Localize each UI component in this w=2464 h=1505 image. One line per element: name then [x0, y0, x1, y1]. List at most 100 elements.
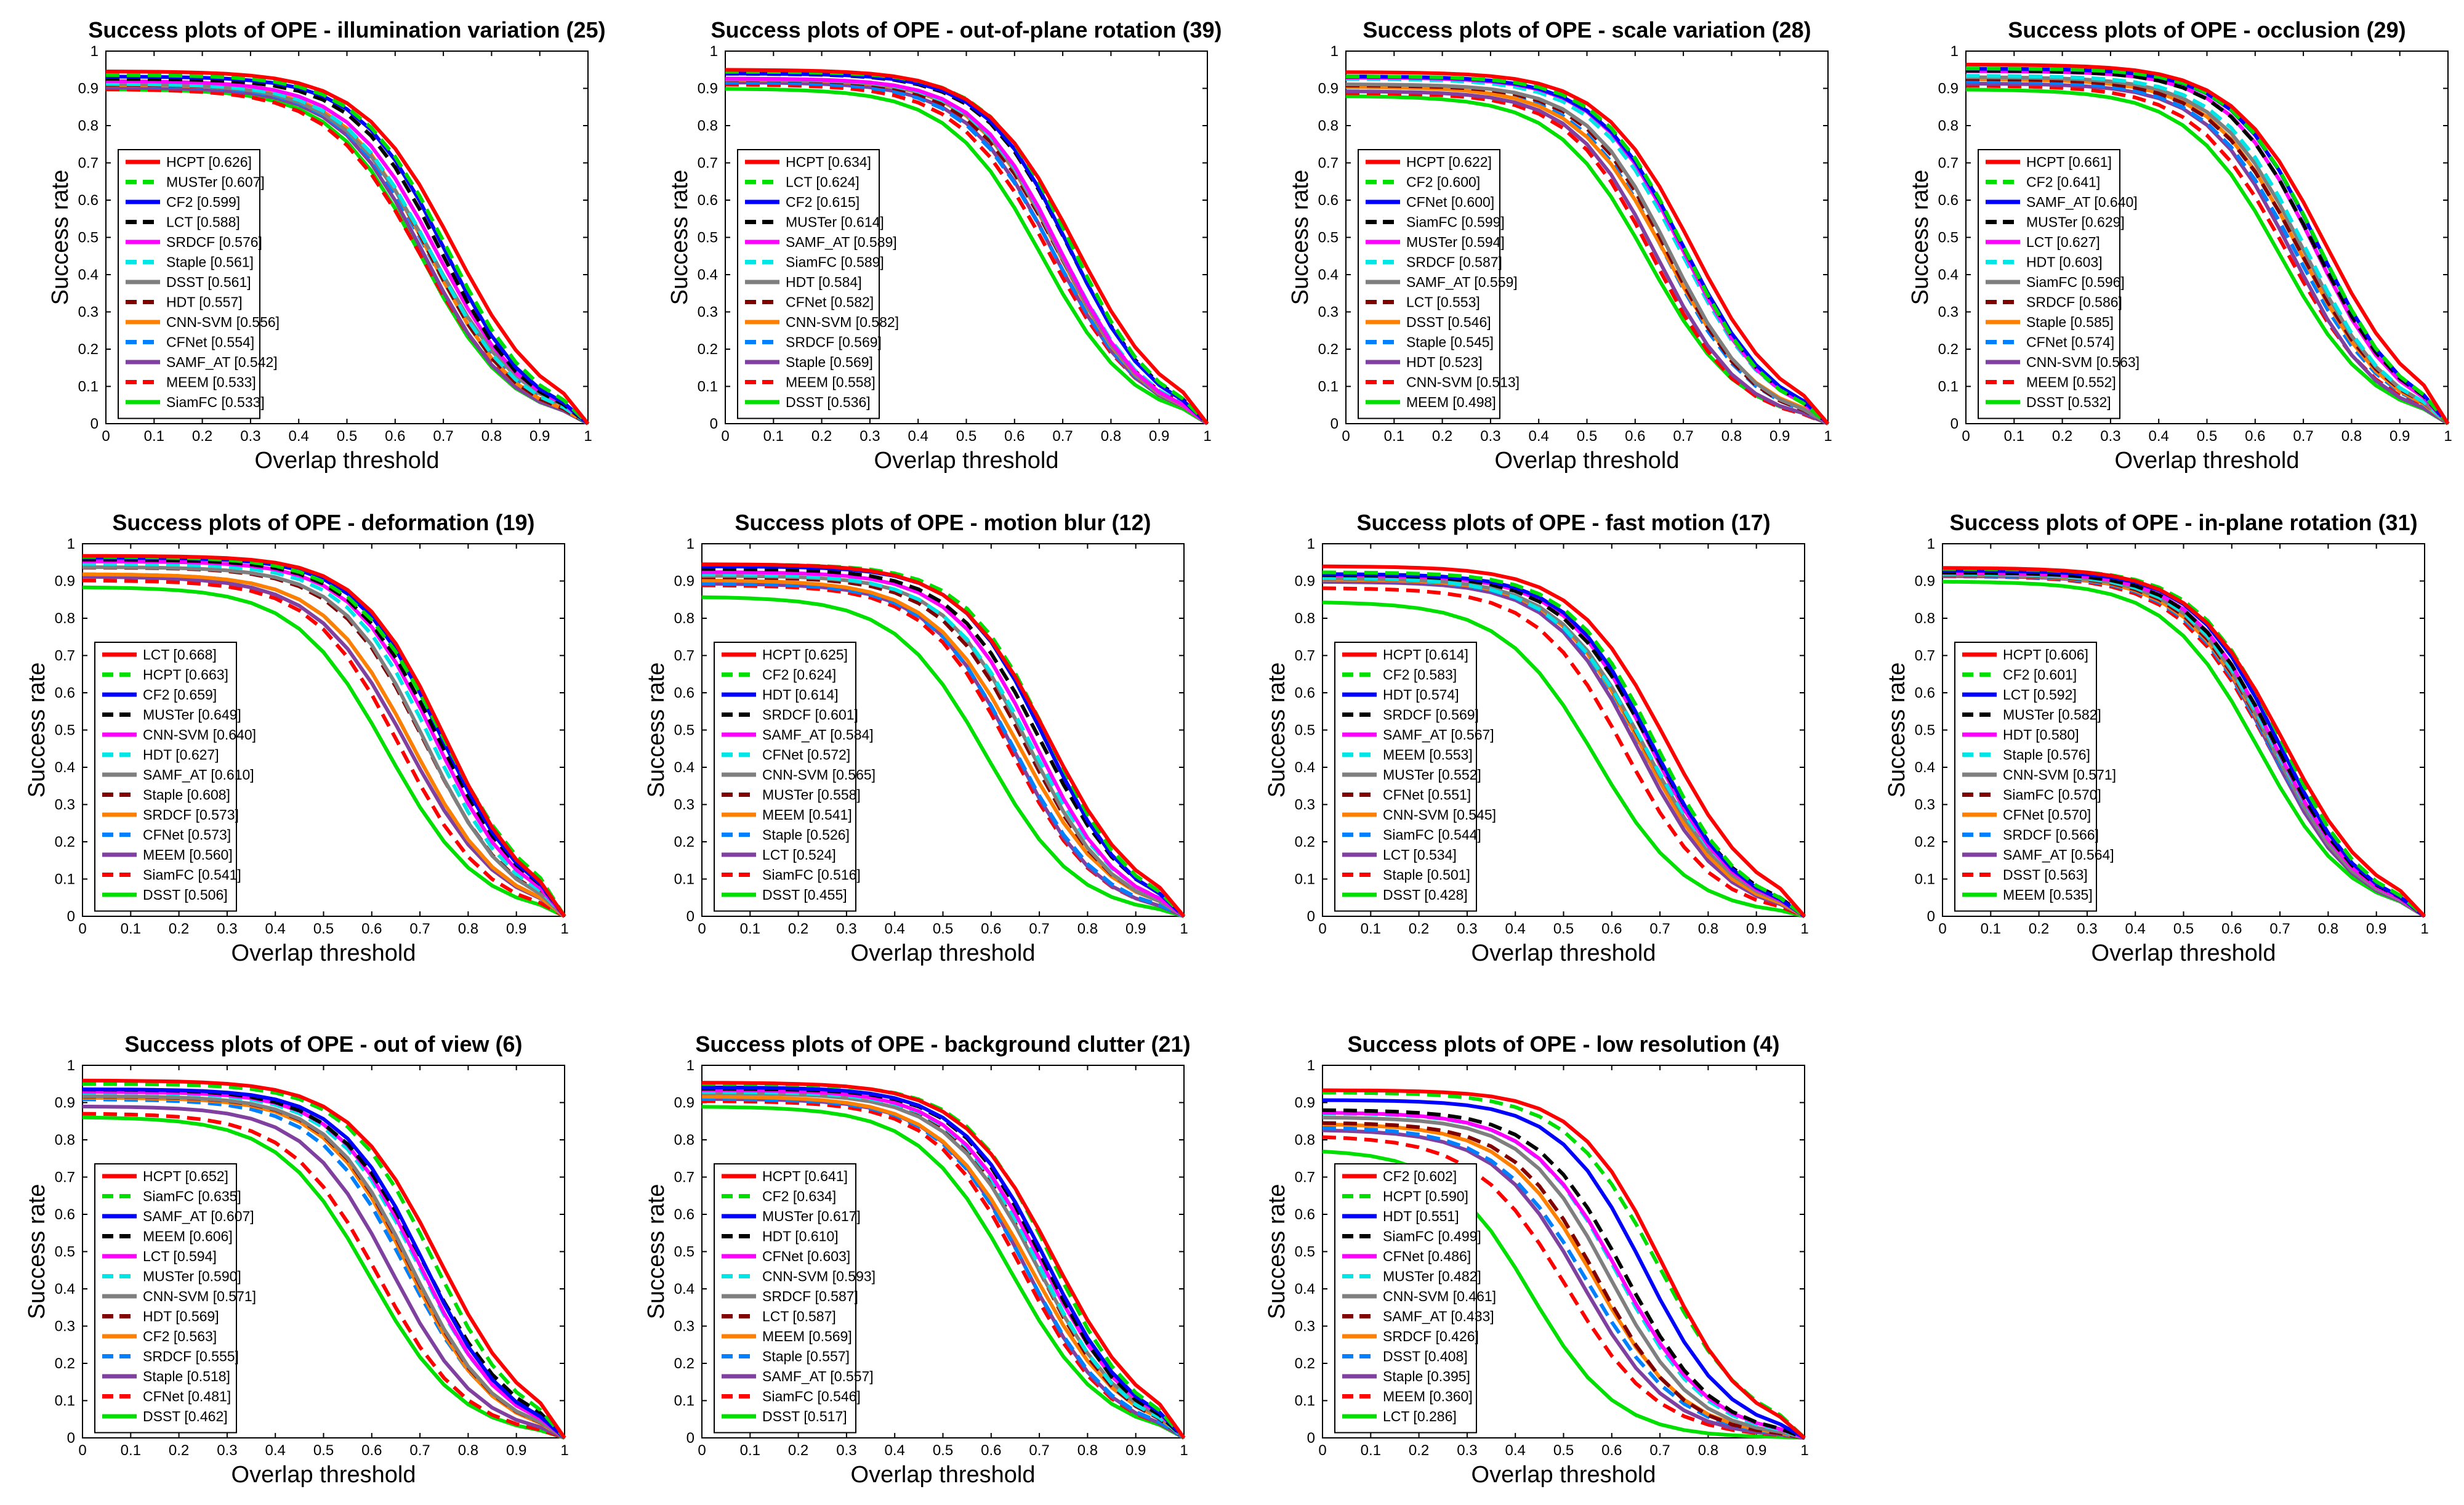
x-tick-label: 0 [1962, 428, 1970, 445]
legend-label: Staple [0.557] [762, 1349, 850, 1365]
x-tick-label: 1 [2444, 428, 2452, 445]
legend-label: CF2 [0.599] [166, 194, 240, 210]
y-tick-label: 1 [1307, 1057, 1315, 1074]
legend-label: MEEM [0.360] [1383, 1389, 1473, 1405]
x-tick-label: 0.6 [1625, 428, 1645, 445]
legend-label: DSST [0.546] [1406, 314, 1491, 330]
legend-label: SiamFC [0.499] [1383, 1229, 1481, 1245]
y-tick-label: 0.5 [1295, 1244, 1315, 1261]
legend-label: MUSTer [0.552] [1383, 767, 1481, 783]
legend-label: MEEM [0.553] [1383, 747, 1473, 763]
y-tick-label: 0.7 [1915, 648, 1935, 664]
legend-label: CF2 [0.601] [2003, 667, 2077, 683]
series-line [82, 1078, 566, 1439]
x-tick-label: 0.3 [836, 921, 856, 937]
legend-label: MEEM [0.498] [1406, 394, 1496, 410]
y-tick-label: 0.7 [1938, 155, 1959, 172]
y-tick-label: 0.2 [1318, 341, 1339, 358]
legend-label: MEEM [0.535] [2003, 887, 2093, 903]
legend-label: MEEM [0.558] [786, 374, 876, 390]
x-tick-label: 0.8 [1721, 428, 1742, 445]
series-line [82, 554, 566, 918]
y-tick-label: 0.6 [1295, 1206, 1315, 1223]
x-tick-label: 0.9 [1125, 1442, 1146, 1459]
legend-label: LCT [0.587] [762, 1309, 836, 1325]
legend-label: Staple [0.395] [1383, 1368, 1470, 1384]
series-line [1965, 62, 2450, 425]
legend-label: Staple [0.569] [786, 354, 873, 370]
legend-label: SiamFC [0.570] [2003, 787, 2101, 803]
x-tick-label: 0 [721, 428, 729, 445]
y-tick-label: 0.9 [55, 1095, 75, 1112]
legend-label: HDT [0.574] [1383, 687, 1459, 703]
legend-label: CFNet [0.481] [143, 1389, 231, 1405]
y-tick-label: 0.9 [55, 573, 75, 590]
legend-label: SAMF_AT [0.433] [1383, 1309, 1494, 1325]
series-line [1965, 81, 2449, 426]
series-line [82, 1104, 566, 1440]
y-tick-label: 0.7 [674, 648, 695, 664]
legend-label: MEEM [0.541] [762, 807, 852, 823]
x-tick-label: 0.3 [1480, 428, 1500, 445]
x-axis-label: Overlap threshold [874, 448, 1059, 474]
y-tick-label: 0.2 [1938, 341, 1959, 358]
success-plot-panel: Success plots of OPE - fast motion (17) 0… [1264, 510, 1809, 966]
y-tick-label: 0.4 [55, 759, 75, 776]
y-tick-label: 0.4 [674, 1281, 695, 1297]
series-lines [1322, 1088, 1806, 1440]
series-lines [725, 68, 1209, 426]
y-tick-label: 0.7 [1295, 648, 1315, 664]
legend-label: MEEM [0.560] [143, 847, 233, 863]
legend-label: HDT [0.569] [143, 1309, 219, 1325]
series-line [82, 1090, 566, 1440]
legend-label: CF2 [0.634] [762, 1188, 836, 1204]
series-line [1965, 77, 2449, 426]
y-tick-label: 0 [1951, 416, 1959, 432]
series-line [1322, 586, 1806, 918]
series-line [105, 83, 589, 426]
legend-label: SRDCF [0.573] [143, 807, 239, 823]
x-tick-label: 0.4 [1505, 921, 1526, 937]
x-tick-label: 0 [78, 1442, 86, 1459]
y-tick-label: 0.1 [698, 379, 718, 395]
legend-label: CF2 [0.615] [786, 194, 860, 210]
x-tick-label: 1 [1180, 921, 1188, 937]
series-line [1345, 89, 1829, 426]
x-tick-label: 0.9 [1125, 921, 1146, 937]
x-tick-label: 0.4 [885, 1442, 905, 1459]
legend: HCPT [0.622] CF2 [0.600] CFNet [0.600] Siam… [1358, 149, 1520, 419]
x-tick-label: 0 [1318, 1442, 1326, 1459]
series-line [725, 76, 1209, 426]
x-tick-label: 0.5 [313, 921, 334, 937]
legend-label: SiamFC [0.596] [2026, 274, 2125, 290]
legend-label: HDT [0.610] [762, 1229, 839, 1245]
y-tick-label: 0.3 [78, 304, 99, 321]
x-tick-label: 0.1 [740, 921, 760, 937]
legend-label: SiamFC [0.541] [143, 867, 241, 883]
series-line [105, 70, 590, 425]
legend-label: SRDCF [0.569] [1383, 707, 1479, 723]
series-line [725, 80, 1209, 426]
y-tick-label: 0.2 [55, 1355, 75, 1372]
series-line [701, 1091, 1185, 1440]
x-tick-label: 0.6 [2245, 428, 2265, 445]
y-tick-label: 0.7 [55, 648, 75, 664]
legend-label: DSST [0.536] [786, 394, 871, 410]
x-tick-label: 0.7 [1649, 1442, 1670, 1459]
y-tick-label: 0.9 [78, 81, 99, 97]
x-tick-label: 0.3 [217, 921, 237, 937]
x-tick-label: 0.3 [2077, 921, 2097, 937]
y-tick-label: 0.3 [55, 797, 75, 813]
x-tick-label: 0.6 [1004, 428, 1025, 445]
legend-label: LCT [0.624] [786, 174, 860, 190]
legend-label: CNN-SVM [0.556] [166, 314, 280, 330]
success-plot-panel: Success plots of OPE - motion blur (12) 0… [643, 510, 1188, 966]
x-axis-label: Overlap threshold [2115, 448, 2300, 474]
y-tick-label: 0.6 [698, 192, 718, 209]
x-tick-label: 0.4 [2125, 921, 2146, 937]
legend-label: SiamFC [0.533] [166, 394, 265, 410]
legend-label: CF2 [0.659] [143, 687, 217, 703]
y-tick-label: 0.9 [1295, 573, 1315, 590]
legend: HCPT [0.641] CF2 [0.634] MUSTer [0.617] HDT… [714, 1163, 876, 1434]
y-tick-label: 0.1 [1318, 379, 1339, 395]
